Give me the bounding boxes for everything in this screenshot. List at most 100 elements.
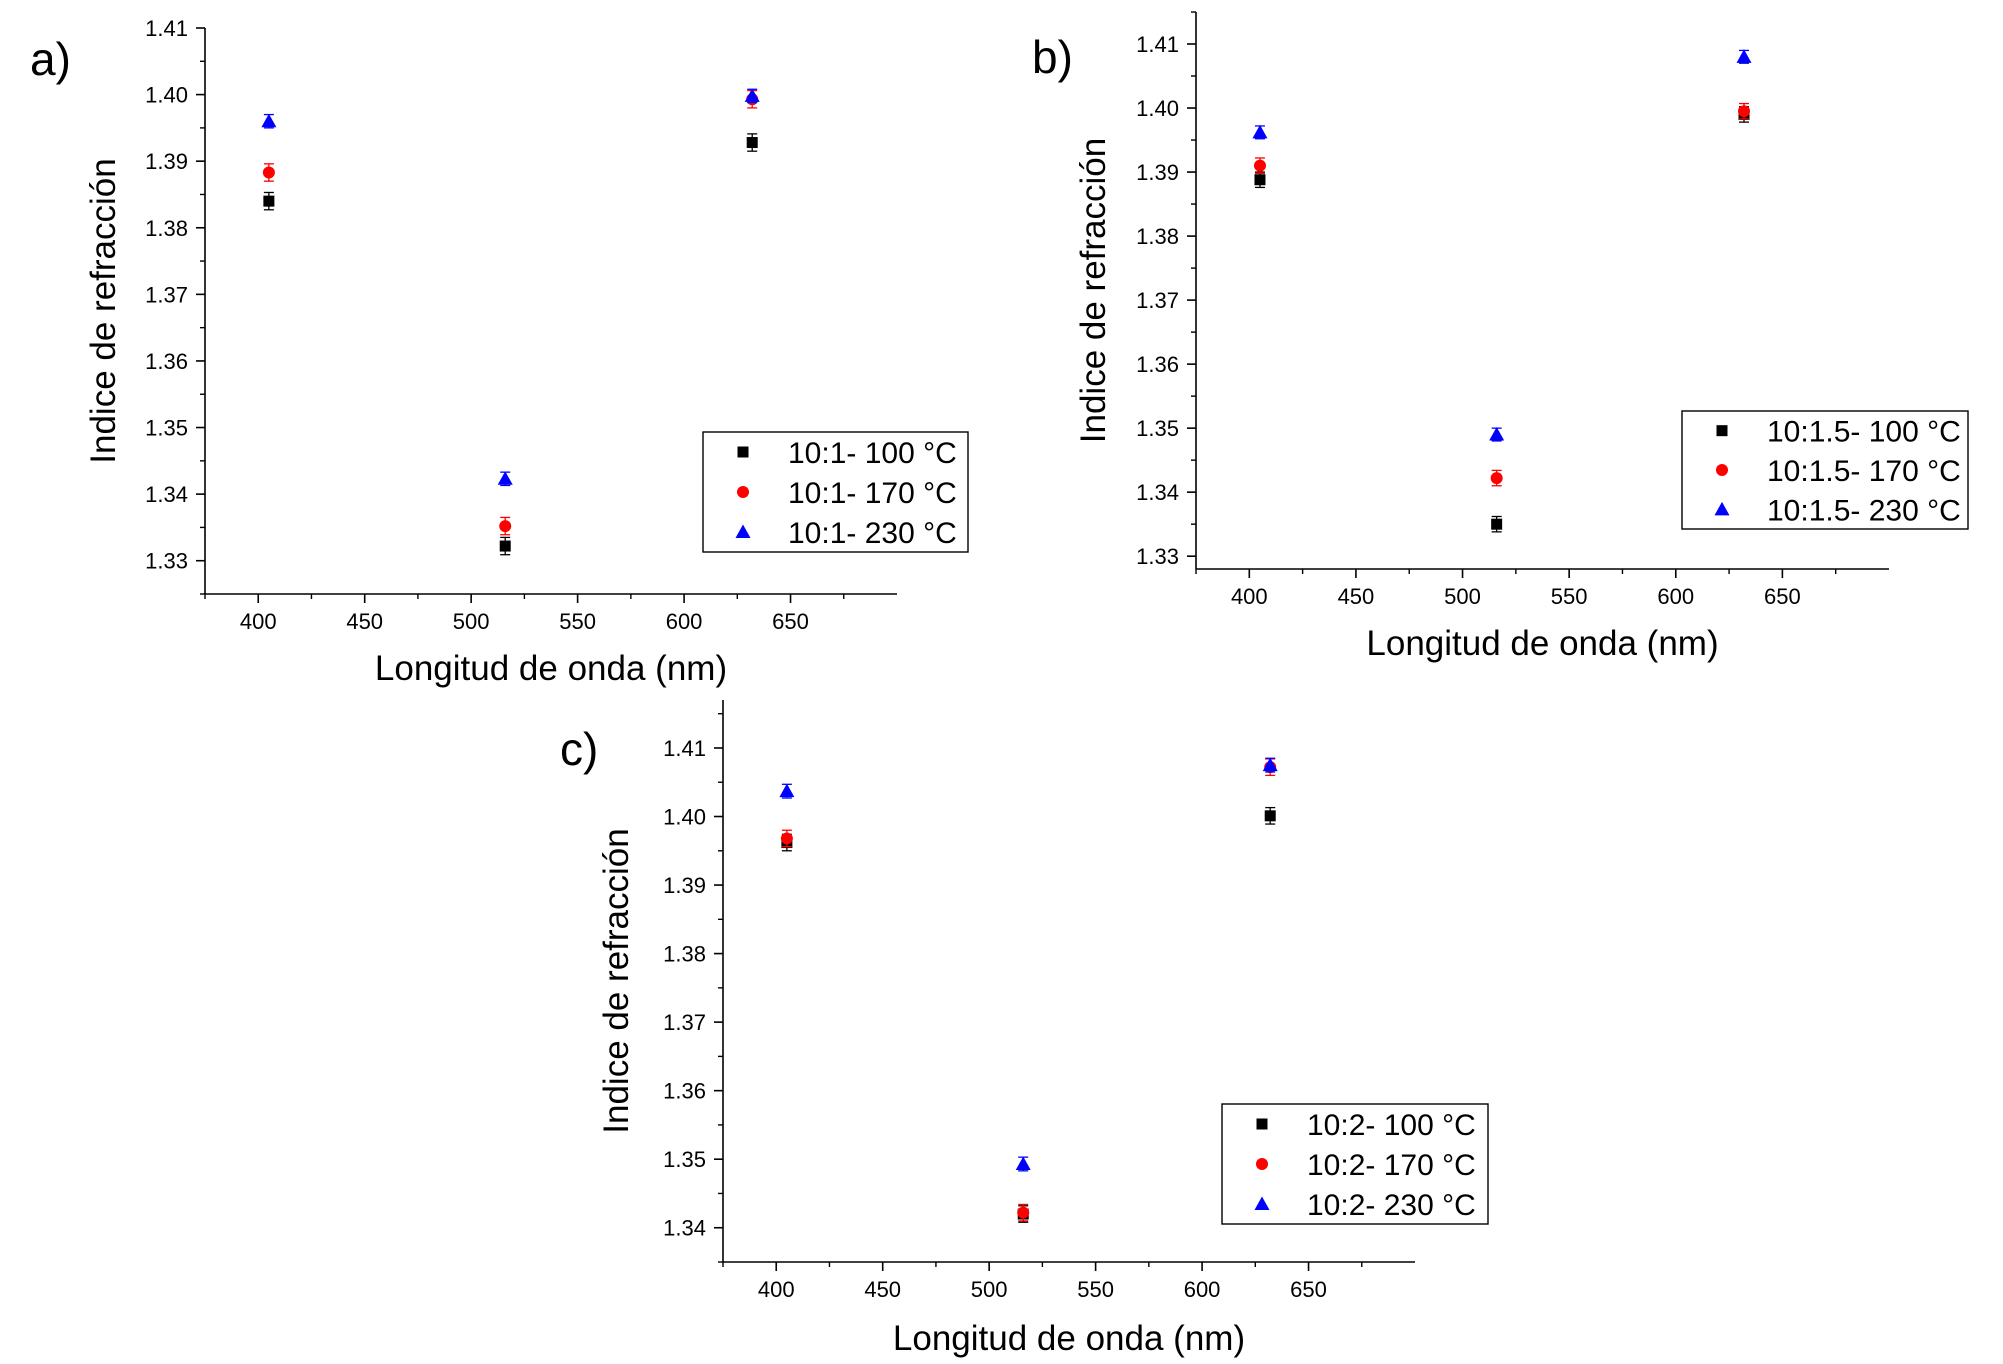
panel-label: a): [30, 33, 71, 85]
data-point: [261, 113, 277, 128]
y-tick-label: 1.41: [145, 16, 188, 41]
x-tick-label: 500: [453, 609, 490, 634]
data-point: [1738, 105, 1751, 118]
y-tick-label: 1.38: [1136, 224, 1179, 249]
data-point: [1017, 1206, 1030, 1219]
x-tick-label: 650: [772, 609, 809, 634]
legend-marker: [1714, 501, 1730, 516]
data-point: [779, 783, 795, 798]
x-tick-label: 550: [1551, 584, 1588, 609]
series-3: [261, 88, 760, 487]
y-tick-label: 1.41: [663, 736, 706, 761]
y-tick-label: 1.40: [1136, 96, 1179, 121]
legend-marker: [1256, 1158, 1268, 1170]
y-tick-label: 1.39: [145, 149, 188, 174]
legend-label: 10:1.5- 230 °C: [1767, 494, 1961, 527]
legend-label: 10:2- 100 °C: [1307, 1109, 1476, 1142]
data-point: [1490, 472, 1503, 485]
x-tick-label: 650: [1764, 584, 1801, 609]
series-1: [1254, 106, 1750, 533]
y-tick-label: 1.38: [145, 216, 188, 241]
y-tick-label: 1.41: [1136, 32, 1179, 57]
y-axis-title: Indice de refracción: [84, 158, 123, 463]
legend-marker: [1256, 1118, 1268, 1130]
x-tick-label: 400: [1231, 584, 1268, 609]
y-tick-label: 1.39: [663, 873, 706, 898]
y-tick-label: 1.37: [145, 282, 188, 307]
series-1: [781, 806, 1276, 1223]
x-tick-label: 450: [346, 609, 383, 634]
y-tick-label: 1.36: [663, 1079, 706, 1104]
legend-marker: [1716, 464, 1728, 476]
legend-label: 10:1.5- 100 °C: [1767, 416, 1961, 449]
legend-label: 10:1- 170 °C: [788, 477, 957, 510]
panel-label: c): [560, 723, 598, 775]
data-point: [262, 166, 275, 179]
y-tick-label: 1.36: [145, 349, 188, 374]
y-tick-label: 1.36: [1136, 352, 1179, 377]
x-tick-label: 600: [666, 609, 703, 634]
legend-box: [1681, 410, 1969, 530]
x-tick-label: 400: [240, 609, 277, 634]
legend-marker: [1254, 1196, 1270, 1210]
y-tick-label: 1.35: [1136, 416, 1179, 441]
legend-label: 10:2- 170 °C: [1307, 1149, 1476, 1182]
panel-label: b): [1032, 31, 1073, 83]
data-point: [1489, 427, 1505, 441]
y-tick-label: 1.39: [1136, 160, 1179, 185]
legend: 10:2- 100 °C 10:2- 170 °C 10:2- 230 °C: [1221, 1103, 1489, 1225]
x-tick-label: 450: [864, 1277, 901, 1302]
y-tick-label: 1.33: [145, 549, 188, 574]
data-point: [780, 832, 793, 845]
data-point: [1264, 810, 1276, 822]
legend-marker: [735, 524, 751, 538]
y-tick-label: 1.40: [145, 83, 188, 108]
y-axis-title: Indice de refracción: [597, 828, 636, 1133]
x-axis-title: Longitud de onda (nm): [1366, 624, 1718, 663]
x-tick-label: 600: [1657, 584, 1694, 609]
series-2: [262, 89, 759, 536]
x-tick-label: 600: [1184, 1277, 1221, 1302]
data-point: [1015, 1156, 1031, 1170]
legend-label: 10:2- 230 °C: [1307, 1189, 1476, 1222]
series-3: [779, 757, 1278, 1172]
x-tick-label: 400: [758, 1277, 795, 1302]
data-point: [497, 471, 513, 485]
x-axis-title: Longitud de onda (nm): [893, 1319, 1245, 1358]
y-tick-label: 1.38: [663, 942, 706, 967]
y-tick-label: 1.40: [663, 805, 706, 830]
legend-label: 10:1- 230 °C: [788, 517, 957, 550]
y-tick-label: 1.34: [1136, 480, 1179, 505]
y-tick-label: 1.34: [663, 1216, 706, 1241]
x-tick-label: 550: [559, 609, 596, 634]
legend: 10:1- 100 °C 10:1- 170 °C 10:1- 230 °C: [702, 431, 969, 553]
panel-c: 1.34 1.35 1.36 1.37 1.38 1.39 1.40 1.41 400 450 50…: [560, 700, 1489, 1358]
data-point: [263, 195, 275, 207]
legend: 10:1.5- 100 °C 10:1.5- 170 °C 10:1.5- 230 …: [1681, 410, 1969, 530]
data-point: [1254, 174, 1266, 186]
y-tick-label: 1.37: [1136, 288, 1179, 313]
data-point: [1252, 124, 1268, 139]
x-tick-label: 450: [1338, 584, 1375, 609]
data-point: [744, 88, 760, 102]
series-2: [780, 758, 1277, 1222]
panel-b: 1.33 1.34 1.35 1.36 1.37 1.38 1.39 1.40 1.41 400 4…: [1032, 11, 1969, 663]
data-point: [499, 520, 512, 533]
legend-label: 10:1.5- 170 °C: [1767, 455, 1961, 488]
y-tick-label: 1.33: [1136, 544, 1179, 569]
y-tick-label: 1.35: [663, 1147, 706, 1172]
y-axis-title: Indice de refracción: [1074, 138, 1113, 443]
legend-marker: [1716, 425, 1728, 437]
y-tick-label: 1.34: [145, 482, 188, 507]
data-point: [1262, 757, 1278, 772]
x-tick-label: 500: [1444, 584, 1481, 609]
data-point: [1736, 49, 1752, 63]
x-tick-label: 550: [1077, 1277, 1114, 1302]
x-tick-label: 650: [1290, 1277, 1327, 1302]
series-3: [1252, 49, 1752, 442]
legend-label: 10:1- 100 °C: [788, 437, 957, 470]
series-1: [263, 133, 758, 556]
legend-marker: [737, 486, 749, 498]
data-point: [499, 540, 511, 552]
